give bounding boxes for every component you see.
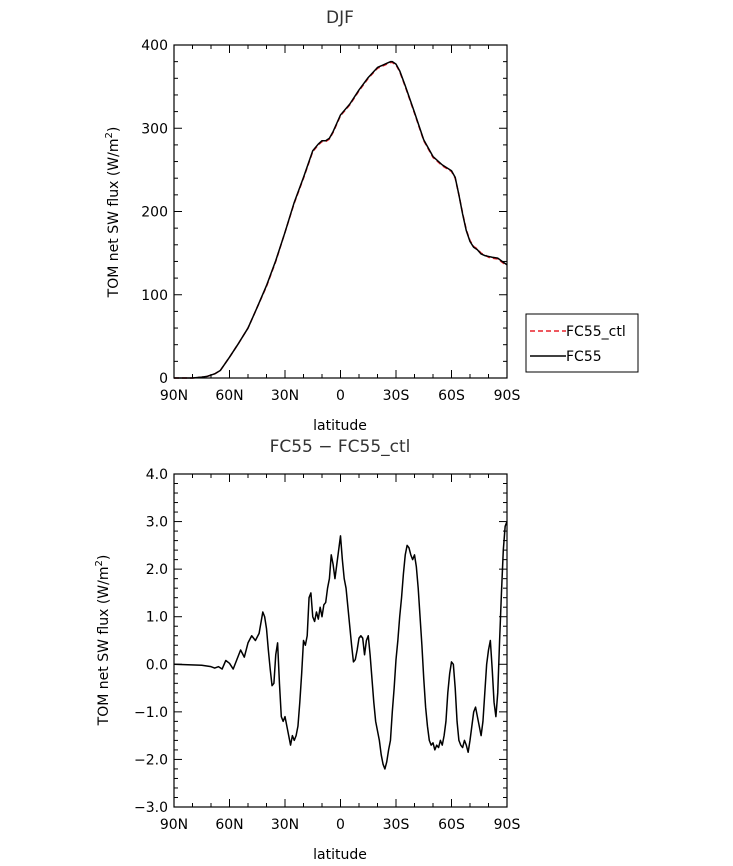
y-tick-label: 300 (141, 121, 168, 137)
x-tick-label: 30N (271, 817, 299, 833)
x-tick-label: 30N (271, 388, 299, 404)
legend: FC55_ctl FC55 (525, 313, 639, 373)
x-tick-label: 60S (438, 388, 465, 404)
x-tick-label: 90N (160, 388, 188, 404)
y-tick-label: 2.0 (146, 562, 168, 578)
x-tick-label: 30S (383, 817, 410, 833)
x-tick-label: 60N (215, 817, 243, 833)
y-tick-label: −2.0 (134, 752, 168, 768)
y-axis-label: TOM net SW flux (W/m2) (104, 127, 122, 299)
panel-djf: DJF 90N 60N 30N 0 30S 60S 90S 0 100 200 300 400 lat… (104, 8, 639, 434)
x-axis-label: latitude (313, 847, 367, 863)
legend-box (525, 313, 639, 373)
plot-frame (173, 473, 508, 808)
y-tick-label: 1.0 (146, 610, 168, 626)
plot-frame (173, 44, 508, 379)
axes-layer: 90N 60N 30N 0 30S 60S 90S 0 100 200 300 400 (141, 38, 520, 404)
x-tick-label: 0 (336, 817, 345, 833)
axes-layer: 90N 60N 30N 0 30S 60S 90S −3.0 −2.0 −1.0 0.0 1.0 2.0… (134, 467, 520, 833)
y-tick-label: 200 (141, 205, 168, 221)
y-tick-label: 3.0 (146, 515, 168, 531)
series-line-difference (173, 521, 508, 770)
chart-title: DJF (326, 8, 354, 28)
y-tick-label: −1.0 (134, 705, 168, 721)
x-tick-label: 30S (383, 388, 410, 404)
series-line-fc55-ctl (174, 61, 508, 379)
y-axis-label: TOM net SW flux (W/m2) (94, 555, 112, 727)
y-tick-label: 4.0 (146, 467, 168, 483)
x-tick-label: 60S (438, 817, 465, 833)
legend-label-fc55: FC55 (566, 349, 602, 365)
x-tick-label: 90N (160, 817, 188, 833)
panel-difference: FC55 − FC55_ctl 90N 60N 30N 0 30S 60S 90S −3.0 −… (94, 437, 520, 863)
x-tick-label: 90S (494, 817, 521, 833)
series-layer (174, 60, 508, 379)
y-tick-label: 400 (141, 38, 168, 54)
y-tick-label: −3.0 (134, 800, 168, 816)
x-tick-label: 90S (494, 388, 521, 404)
x-tick-label: 60N (215, 388, 243, 404)
x-axis-label: latitude (313, 418, 367, 434)
y-tick-label: 100 (141, 288, 168, 304)
series-layer (173, 521, 508, 770)
chart-title: FC55 − FC55_ctl (270, 437, 411, 457)
x-tick-label: 0 (336, 388, 345, 404)
legend-label-fc55-ctl: FC55_ctl (566, 324, 626, 340)
y-tick-label: 0.0 (146, 657, 168, 673)
series-line-fc55 (174, 60, 508, 379)
y-tick-label: 0 (159, 371, 168, 387)
